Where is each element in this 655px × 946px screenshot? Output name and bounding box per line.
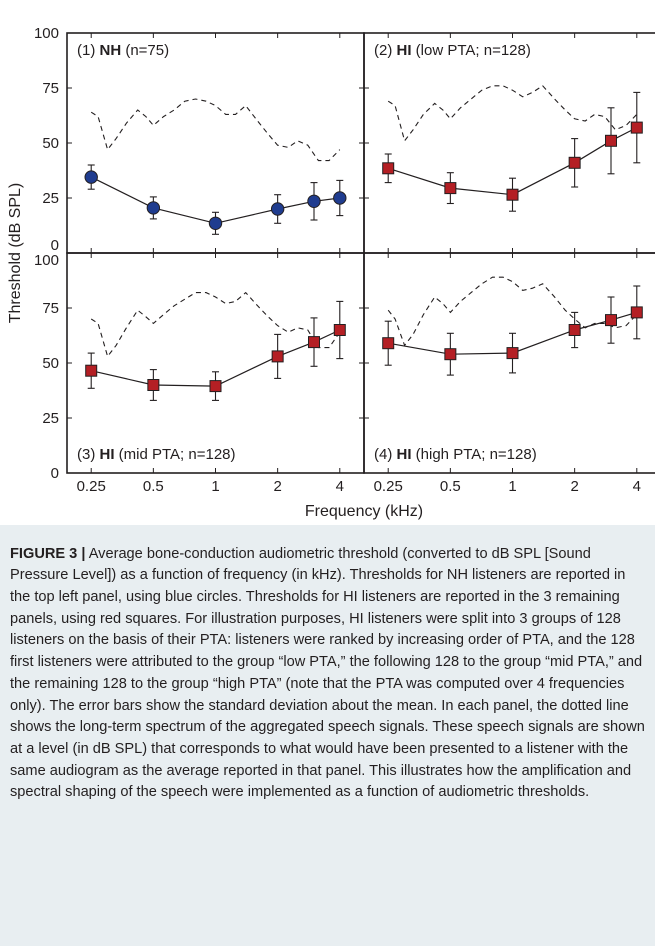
x-tick-label: 4 bbox=[633, 478, 641, 495]
x-tick-label: 4 bbox=[336, 478, 344, 495]
threshold-marker-square bbox=[444, 348, 457, 361]
threshold-marker-square bbox=[568, 324, 581, 336]
y-tick-label: 75 bbox=[42, 300, 59, 317]
x-tick-label: 0.25 bbox=[77, 478, 106, 495]
y-tick-label: 25 bbox=[42, 190, 59, 207]
threshold-marker-square bbox=[307, 336, 320, 349]
panel-label: (2) HI (low PTA; n=128) bbox=[374, 42, 531, 59]
panel-frame bbox=[66, 252, 365, 474]
threshold-marker-square bbox=[147, 379, 160, 391]
x-tick-label: 0.25 bbox=[374, 478, 403, 495]
x-tick-label: 0.5 bbox=[440, 478, 461, 495]
threshold-marker-circle bbox=[208, 216, 223, 231]
y-axis-title: Threshold (dB SPL) bbox=[7, 183, 24, 324]
panel-label-number: (4) bbox=[374, 446, 397, 463]
threshold-marker-square bbox=[85, 364, 98, 377]
figure-caption: FIGURE 3 | Average bone-conduction audio… bbox=[10, 544, 647, 804]
panel-3: 0 25 50 75 100 0.25 0.5 1 2 4 (3) HI (mid PTA; n=1… bbox=[34, 252, 365, 495]
y-tick-label: 50 bbox=[42, 355, 59, 372]
panel-label: (1) NH (n=75) bbox=[77, 42, 169, 59]
y-tick-label: 100 bbox=[34, 25, 59, 42]
figure-3-chart: Threshold (dB SPL) Frequency (kHz) 0 25 50… bbox=[7, 25, 655, 520]
threshold-marker-circle bbox=[307, 194, 321, 209]
panel-label-number: (3) bbox=[77, 446, 100, 463]
y-tick-label: 75 bbox=[42, 80, 59, 97]
threshold-marker-square bbox=[568, 156, 581, 169]
threshold-marker-circle bbox=[333, 191, 347, 205]
threshold-marker-square bbox=[604, 134, 617, 147]
panel-label-detail: (high PTA; n=128) bbox=[412, 446, 537, 463]
caption-text: Average bone-conduction audiometric thre… bbox=[10, 545, 645, 801]
panel-label: (3) HI (mid PTA; n=128) bbox=[77, 446, 236, 463]
threshold-marker-square bbox=[630, 306, 643, 319]
y-tick-label: 0 bbox=[51, 465, 59, 482]
panel-4: 0.25 0.5 1 2 4 (4) HI (high PTA; n=128) bbox=[363, 252, 655, 495]
threshold-marker-square bbox=[333, 324, 346, 336]
y-tick-label: 100 bbox=[34, 252, 59, 269]
threshold-marker-circle bbox=[146, 201, 161, 215]
panel-label-group: HI bbox=[397, 42, 412, 59]
speech-spectrum-line bbox=[387, 276, 638, 347]
y-tick-label: 25 bbox=[42, 410, 59, 427]
x-tick-label: 2 bbox=[570, 478, 578, 495]
x-tick-label: 2 bbox=[273, 478, 281, 495]
threshold-marker-square bbox=[506, 347, 519, 360]
x-axis-title: Frequency (kHz) bbox=[305, 503, 423, 520]
threshold-marker-square bbox=[506, 188, 519, 201]
panel-label-group: NH bbox=[100, 42, 122, 59]
caption-label: FIGURE 3 | bbox=[10, 545, 86, 562]
x-tick-label: 1 bbox=[508, 478, 516, 495]
threshold-marker-square bbox=[604, 314, 617, 327]
caption-box: FIGURE 3 | Average bone-conduction audio… bbox=[0, 525, 655, 946]
panel-label: (4) HI (high PTA; n=128) bbox=[374, 446, 537, 463]
speech-spectrum-line bbox=[387, 85, 638, 143]
threshold-marker-circle bbox=[84, 170, 98, 184]
panel-label-detail: (mid PTA; n=128) bbox=[115, 446, 236, 463]
threshold-marker-circle bbox=[270, 202, 285, 216]
panel-label-group: HI bbox=[100, 446, 115, 463]
panel-label-detail: (n=75) bbox=[121, 42, 169, 59]
panel-1: 0 25 50 75 100 (1) NH (n=75) bbox=[34, 25, 365, 254]
panel-label-number: (2) bbox=[374, 42, 397, 59]
panel-2: (2) HI (low PTA; n=128) bbox=[363, 32, 655, 254]
x-tick-label: 0.5 bbox=[143, 478, 164, 495]
threshold-marker-square bbox=[209, 380, 222, 393]
speech-spectrum-line bbox=[90, 98, 341, 162]
threshold-marker-square bbox=[444, 182, 457, 195]
threshold-marker-square bbox=[382, 162, 395, 175]
y-tick-label: 50 bbox=[42, 135, 59, 152]
threshold-marker-square bbox=[382, 337, 395, 350]
x-tick-label: 1 bbox=[211, 478, 219, 495]
panel-label-detail: (low PTA; n=128) bbox=[412, 42, 531, 59]
y-tick-label: 0 bbox=[51, 237, 59, 254]
threshold-marker-square bbox=[271, 350, 284, 363]
panel-frame bbox=[363, 252, 655, 474]
threshold-marker-square bbox=[630, 121, 643, 134]
panel-label-group: HI bbox=[397, 446, 412, 463]
panel-label-number: (1) bbox=[77, 42, 100, 59]
